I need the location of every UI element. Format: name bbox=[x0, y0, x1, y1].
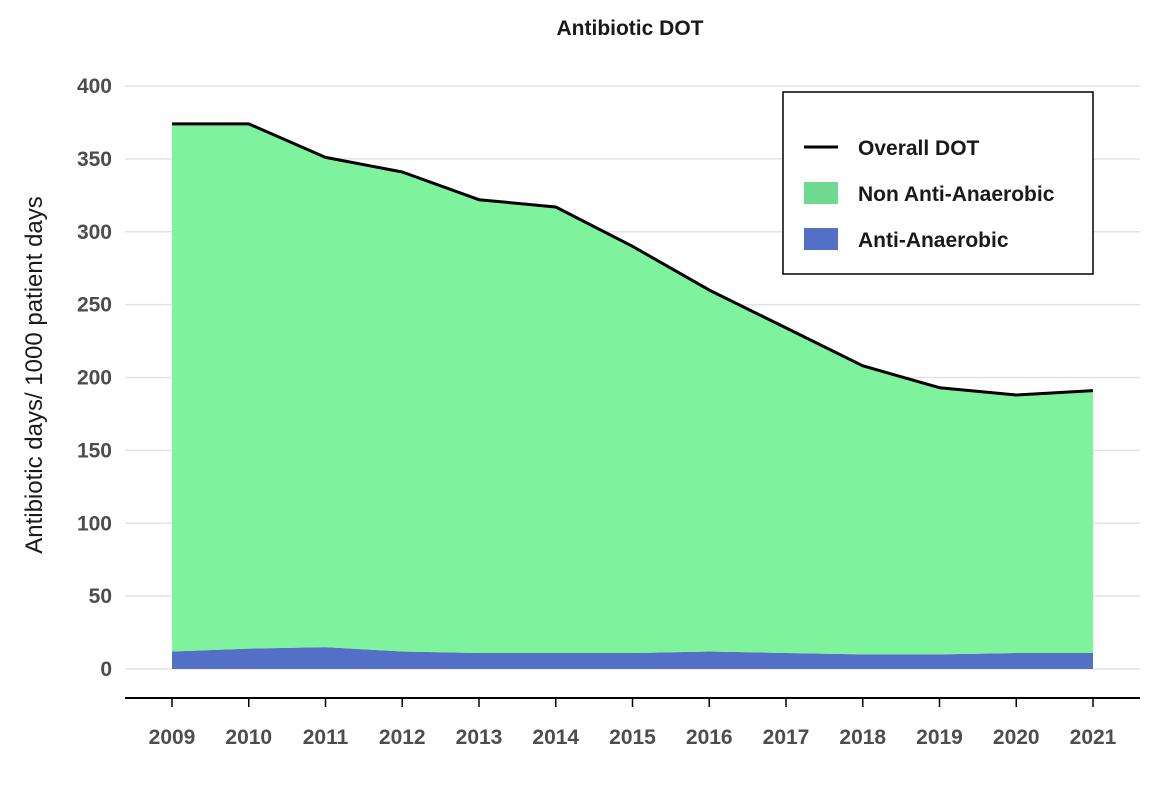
y-tick-label: 150 bbox=[77, 439, 112, 462]
x-tick-label: 2010 bbox=[225, 726, 272, 749]
legend-swatch-anti-anaerobic bbox=[804, 228, 838, 250]
x-tick-label: 2009 bbox=[149, 726, 196, 749]
x-tick-label: 2021 bbox=[1070, 726, 1117, 749]
y-axis-label: Antibiotic days/ 1000 patient days bbox=[21, 196, 48, 554]
legend-label-non-anti-anaerobic: Non Anti-Anaerobic bbox=[858, 183, 1055, 206]
x-tick-label: 2017 bbox=[763, 726, 810, 749]
y-tick-label: 250 bbox=[77, 294, 112, 317]
x-tick-label: 2016 bbox=[686, 726, 733, 749]
chart-title: Antibiotic DOT bbox=[557, 17, 704, 40]
x-tick-label: 2014 bbox=[532, 726, 579, 749]
line-overall-dot bbox=[172, 122, 1094, 397]
x-tick-label: 2018 bbox=[839, 726, 886, 749]
x-tick-label: 2015 bbox=[609, 726, 656, 749]
y-tick-label: 300 bbox=[77, 221, 112, 244]
area-anti-anaerobic bbox=[172, 647, 1093, 669]
y-tick-label: 200 bbox=[77, 367, 112, 390]
legend-swatch-non-anti-anaerobic bbox=[804, 182, 838, 204]
x-axis-ticks: 2009 2010 2011 2012 2013 2014 2015 2016 2017 2018… bbox=[149, 698, 1117, 749]
legend-label-anti-anaerobic: Anti-Anaerobic bbox=[858, 229, 1009, 252]
y-tick-label: 350 bbox=[77, 148, 112, 171]
x-tick-label: 2012 bbox=[379, 726, 426, 749]
y-tick-label: 0 bbox=[100, 658, 112, 681]
legend-label-overall-dot: Overall DOT bbox=[858, 137, 980, 160]
x-tick-label: 2019 bbox=[916, 726, 963, 749]
y-tick-label: 50 bbox=[89, 585, 112, 608]
x-tick-label: 2020 bbox=[993, 726, 1040, 749]
area-non-anti-anaerobic bbox=[172, 123, 1093, 655]
legend: Overall DOT Non Anti-Anaerobic Anti-Anaero… bbox=[782, 91, 1094, 275]
y-tick-label: 100 bbox=[77, 512, 112, 535]
plot-areas bbox=[172, 123, 1093, 669]
y-axis-ticks: 0 50 100 150 200 250 300 350 400 bbox=[77, 75, 112, 681]
y-tick-label: 400 bbox=[77, 75, 112, 98]
plot-lines bbox=[172, 122, 1094, 397]
x-tick-label: 2013 bbox=[456, 726, 503, 749]
x-tick-label: 2011 bbox=[303, 726, 349, 749]
